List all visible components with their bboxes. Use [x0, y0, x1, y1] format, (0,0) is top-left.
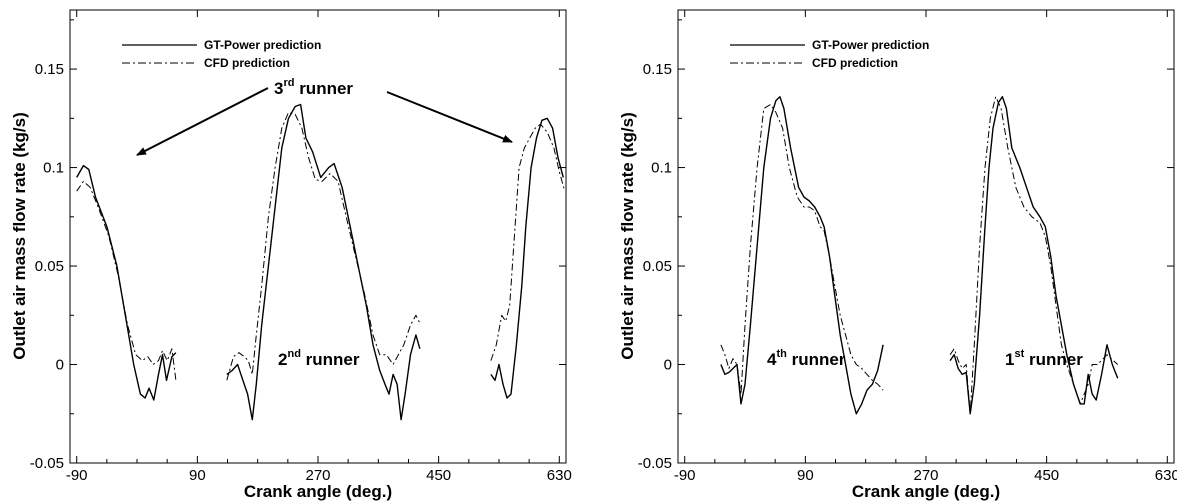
annotation-2nd-sup: nd — [287, 348, 300, 360]
chart-right: -90 90 270 450 630 -0.05 0 0.05 0.1 0.15 GT-Powe… — [618, 9, 1177, 501]
series-lines — [720, 96, 1119, 415]
arrow-right — [386, 91, 513, 143]
y-ticks: -0.05 0 0.05 0.1 0.15 — [638, 19, 1174, 472]
annotation-2nd-runner: 2nd runner — [278, 348, 360, 369]
y-axis-title: Outlet air mass flow rate (kg/s) — [10, 112, 29, 360]
y-tick-label: -0.05 — [30, 455, 64, 472]
y-tick-label: 0.05 — [35, 258, 64, 275]
svg-text:3rd runner: 3rd runner — [274, 77, 353, 98]
series-line-cfd — [76, 180, 177, 381]
y-tick-label: 0 — [664, 357, 672, 374]
series-line-gt-power — [949, 96, 1119, 415]
series-line-gt-power — [226, 103, 421, 421]
x-tick-label: 450 — [426, 467, 451, 484]
x-tick-label: 450 — [1034, 467, 1059, 484]
annotation-4th-number: 4 — [767, 350, 777, 369]
x-tick-label: 270 — [913, 467, 938, 484]
series-line-cfd — [949, 96, 1119, 415]
series-line-cfd — [720, 104, 884, 395]
annotation-1st-number: 1 — [1005, 350, 1014, 369]
annotation-3rd-number: 3 — [274, 79, 283, 98]
legend: GT-Power prediction CFD prediction — [730, 38, 929, 70]
x-tick-label: -90 — [66, 467, 88, 484]
annotation-1st-sup: st — [1014, 348, 1024, 360]
series-line-gt-power — [720, 96, 884, 415]
annotation-4th-runner: 4th runner — [767, 348, 846, 369]
svg-text:2nd runner: 2nd runner — [278, 348, 360, 369]
x-tick-label: 630 — [547, 467, 572, 484]
series-lines — [76, 103, 566, 421]
y-tick-label: 0.1 — [651, 160, 672, 177]
series-line-cfd — [226, 111, 421, 381]
svg-text:4th runner: 4th runner — [767, 348, 846, 369]
y-tick-label: 0 — [56, 357, 64, 374]
y-tick-label: 0.15 — [643, 61, 672, 78]
annotation-3rd-sup: rd — [283, 77, 294, 89]
x-tick-label: 90 — [189, 467, 206, 484]
plot-frame — [69, 9, 567, 464]
annotation-3rd-runner: 3rd runner — [136, 77, 513, 156]
y-ticks: -0.05 0 0.05 0.1 0.15 — [30, 19, 566, 472]
legend-label-gt-power: GT-Power prediction — [812, 38, 929, 52]
series-line-gt-power — [490, 117, 564, 399]
x-tick-label: 270 — [305, 467, 330, 484]
annotation-1st-runner: 1st runner — [1005, 348, 1083, 369]
annotation-1st-rest: runner — [1024, 350, 1083, 369]
annotation-3rd-rest: runner — [294, 79, 353, 98]
chart-left: -90 90 270 450 630 -0.05 0 0.05 0.1 0.15 GT-Powe… — [10, 9, 572, 501]
legend-label-gt-power: GT-Power prediction — [204, 38, 321, 52]
x-tick-label: -90 — [674, 467, 696, 484]
plot-frame — [677, 9, 1175, 464]
arrow-left — [136, 87, 269, 156]
x-axis-title: Crank angle (deg.) — [852, 482, 1000, 501]
x-ticks: -90 90 270 450 630 — [674, 10, 1177, 484]
series-line-cfd — [490, 123, 566, 361]
y-tick-label: 0.05 — [643, 258, 672, 275]
x-tick-label: 90 — [797, 467, 814, 484]
svg-text:1st runner: 1st runner — [1005, 348, 1083, 369]
annotation-4th-sup: th — [776, 348, 787, 360]
y-axis-title: Outlet air mass flow rate (kg/s) — [618, 112, 637, 360]
y-tick-label: 0.15 — [35, 61, 64, 78]
annotation-2nd-number: 2 — [278, 350, 287, 369]
legend: GT-Power prediction CFD prediction — [122, 38, 321, 70]
legend-label-cfd: CFD prediction — [204, 56, 290, 70]
annotation-2nd-rest: runner — [301, 350, 360, 369]
x-axis-title: Crank angle (deg.) — [244, 482, 392, 501]
legend-label-cfd: CFD prediction — [812, 56, 898, 70]
series-line-gt-power — [76, 164, 177, 401]
annotation-4th-rest: runner — [787, 350, 846, 369]
y-tick-label: 0.1 — [43, 160, 64, 177]
x-ticks: -90 90 270 450 630 — [66, 10, 572, 484]
y-tick-label: -0.05 — [638, 455, 672, 472]
x-tick-label: 630 — [1155, 467, 1177, 484]
